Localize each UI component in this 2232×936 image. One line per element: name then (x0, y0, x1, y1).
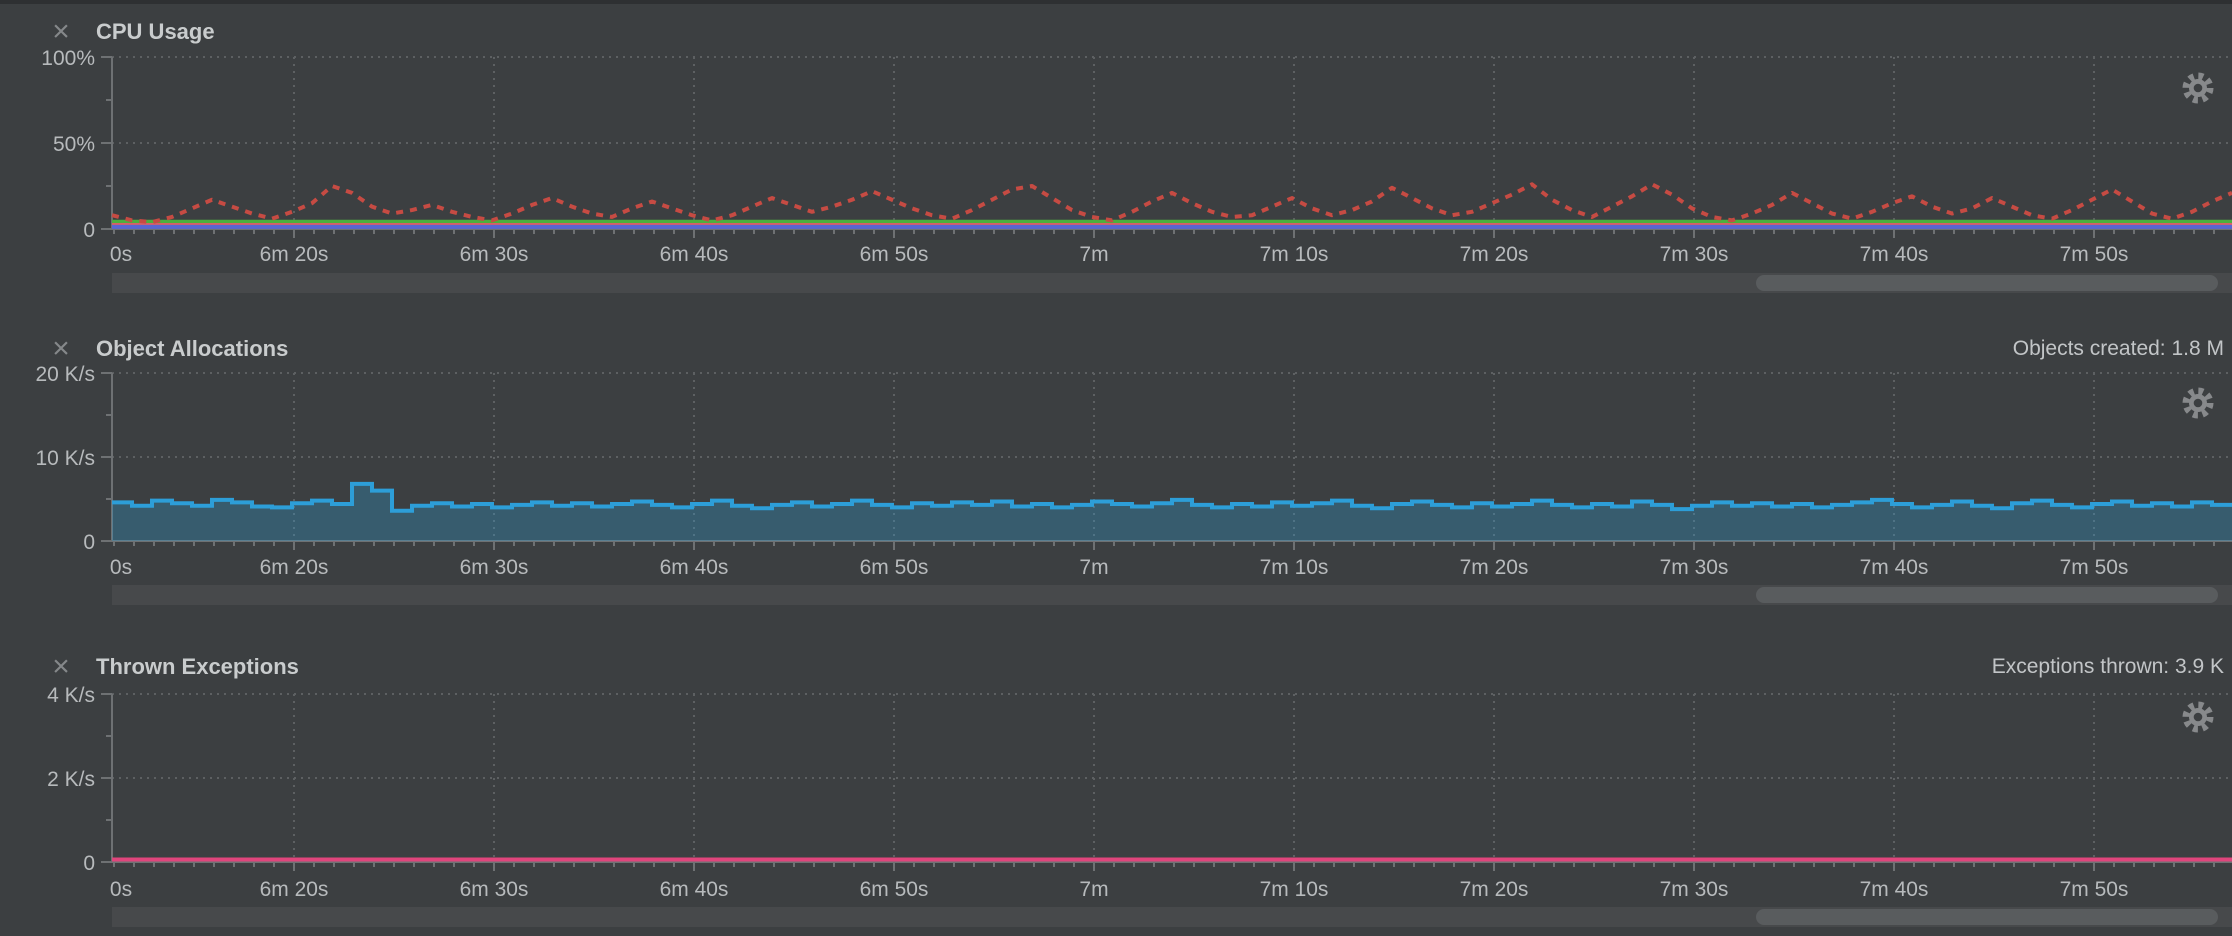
x-axis-tick-label: 6m 30s (460, 243, 529, 266)
allocations-area (112, 483, 2232, 541)
x-axis-tick-label: 7m 10s (1260, 556, 1329, 579)
x-axis-tick-label: 6m 40s (660, 556, 729, 579)
h-scrollbar-track[interactable] (112, 273, 2232, 293)
series-line-cpu-usage-dotted (111, 182, 2232, 225)
x-axis-tick-label: 6m 40s (660, 243, 729, 266)
x-axis-tick-label: 6m 30s (460, 556, 529, 579)
y-axis-tick-label: 0 (83, 531, 95, 554)
x-axis-tick-label: 7m 40s (1860, 243, 1929, 266)
h-scrollbar-thumb[interactable] (1756, 587, 2218, 603)
close-chart-icon[interactable]: × (52, 15, 70, 48)
x-axis-tick-label: 6m 20s (260, 243, 329, 266)
y-axis-tick-label: 50% (53, 133, 95, 156)
chart-stat: Exceptions thrown: 3.9 K (1991, 655, 2224, 678)
top-border (0, 0, 2232, 4)
x-axis-tick-label: 7m 40s (1860, 556, 1929, 579)
x-axis-tick-label: 0s (110, 243, 132, 266)
y-axis-tick-label: 100% (41, 47, 95, 70)
h-scrollbar-track[interactable] (112, 585, 2232, 605)
x-axis-tick-label: 6m 50s (860, 878, 929, 901)
x-axis-tick-label: 7m 50s (2060, 556, 2129, 579)
chart-title: Object Allocations (96, 336, 289, 361)
x-axis-tick-label: 7m 30s (1660, 243, 1729, 266)
x-axis-tick-label: 6m 50s (860, 556, 929, 579)
h-scrollbar-track[interactable] (112, 907, 2232, 927)
x-axis-tick-label: 6m 20s (260, 556, 329, 579)
allocations-chart-header: × Object Allocations Objects created: 1.… (0, 331, 2232, 367)
x-axis-tick-label: 7m 50s (2060, 243, 2129, 266)
gear-icon[interactable] (2180, 385, 2216, 421)
x-axis-tick-label: 7m 10s (1260, 878, 1329, 901)
x-axis-tick-label: 6m 30s (460, 878, 529, 901)
x-axis-tick-label: 6m 40s (660, 878, 729, 901)
x-axis-tick-label: 6m 50s (860, 243, 929, 266)
x-axis-tick-label: 6m 20s (260, 878, 329, 901)
x-axis-tick-label: 7m 50s (2060, 878, 2129, 901)
gear-icon[interactable] (2180, 699, 2216, 735)
y-axis-tick-label: 20 K/s (35, 363, 95, 386)
x-axis-tick-label: 7m 20s (1460, 878, 1529, 901)
x-axis-tick-label: 7m (1079, 243, 1108, 266)
y-axis-tick-label: 2 K/s (47, 768, 95, 791)
exceptions-chart-header: × Thrown Exceptions Exceptions thrown: 3… (0, 649, 2232, 685)
x-axis-tick-label: 7m 10s (1260, 243, 1329, 266)
h-scrollbar-thumb[interactable] (1756, 909, 2218, 925)
chart-title: CPU Usage (96, 19, 215, 44)
x-axis-tick-label: 7m 30s (1660, 878, 1729, 901)
gear-icon[interactable] (2180, 70, 2216, 106)
h-scrollbar-thumb[interactable] (1756, 275, 2218, 291)
x-axis-tick-label: 7m 40s (1860, 878, 1929, 901)
y-axis-tick-label: 0 (83, 852, 95, 875)
x-axis-tick-label: 7m (1079, 878, 1108, 901)
chart-stat: Objects created: 1.8 M (2012, 337, 2224, 360)
chart-title: Thrown Exceptions (96, 654, 299, 679)
close-chart-icon[interactable]: × (52, 650, 70, 683)
y-axis-tick-label: 0 (83, 219, 95, 242)
x-axis-tick-label: 0s (110, 878, 132, 901)
x-axis-tick-label: 7m (1079, 556, 1108, 579)
x-axis-tick-label: 7m 20s (1460, 556, 1529, 579)
close-chart-icon[interactable]: × (52, 332, 70, 365)
x-axis-tick-label: 7m 30s (1660, 556, 1729, 579)
y-axis-tick-label: 4 K/s (47, 684, 95, 707)
y-axis-tick-label: 10 K/s (35, 447, 95, 470)
x-axis-tick-label: 7m 20s (1460, 243, 1529, 266)
cpu-chart-header: × CPU Usage (0, 14, 2232, 50)
x-axis-tick-label: 0s (110, 556, 132, 579)
allocations-line (112, 481, 2232, 513)
